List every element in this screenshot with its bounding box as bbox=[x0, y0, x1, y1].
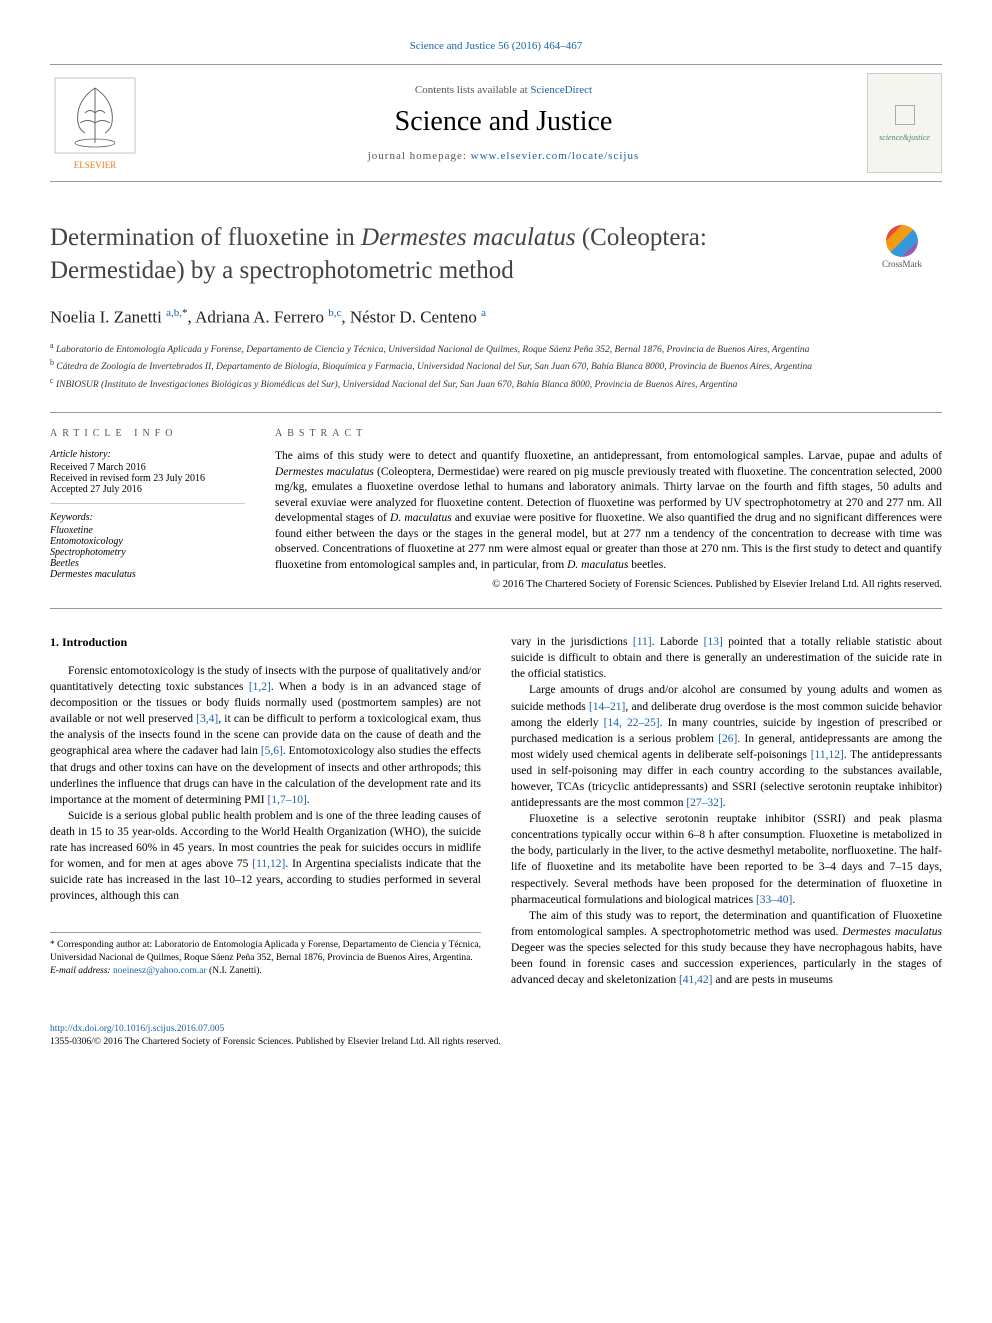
sciencedirect-link[interactable]: ScienceDirect bbox=[530, 84, 592, 96]
citation-link[interactable]: [33–40] bbox=[756, 894, 792, 906]
doi-link[interactable]: http://dx.doi.org/10.1016/j.scijus.2016.… bbox=[50, 1024, 224, 1034]
author-affil-link[interactable]: a,b, bbox=[166, 307, 182, 319]
article-info-block: article info Article history: Received 7… bbox=[50, 428, 245, 590]
paragraph: Suicide is a serious global public healt… bbox=[50, 808, 481, 905]
citation-link[interactable]: [5,6] bbox=[261, 745, 283, 757]
affiliations: a Laboratorio de Entomología Aplicada y … bbox=[50, 340, 942, 392]
abstract-heading: abstract bbox=[275, 428, 942, 439]
divider bbox=[50, 412, 942, 413]
citation-link[interactable]: [13] bbox=[704, 636, 723, 648]
keyword: Dermestes maculatus bbox=[50, 569, 245, 580]
abstract-copyright: © 2016 The Chartered Society of Forensic… bbox=[275, 579, 942, 590]
authors-list: Noelia I. Zanetti a,b,*, Adriana A. Ferr… bbox=[50, 307, 942, 328]
email-link[interactable]: noeinesz@yahoo.com.ar bbox=[113, 966, 207, 976]
citation-link[interactable]: [27–32] bbox=[686, 797, 722, 809]
crossmark-badge[interactable]: CrossMark bbox=[862, 222, 942, 272]
citation-link[interactable]: [1,7–10] bbox=[268, 794, 307, 806]
abstract-block: abstract The aims of this study were to … bbox=[275, 428, 942, 590]
homepage-link[interactable]: www.elsevier.com/locate/scijus bbox=[471, 150, 640, 162]
article-info-heading: article info bbox=[50, 428, 245, 439]
journal-name: Science and Justice bbox=[155, 106, 852, 138]
paragraph: Forensic entomotoxicology is the study o… bbox=[50, 663, 481, 808]
article-title: Determination of fluoxetine in Dermestes… bbox=[50, 222, 842, 287]
page-footer: http://dx.doi.org/10.1016/j.scijus.2016.… bbox=[50, 1023, 942, 1049]
elsevier-logo: ELSEVIER bbox=[50, 73, 140, 173]
citation-link[interactable]: [41,42] bbox=[679, 974, 713, 986]
revised-date: Received in revised form 23 July 2016 bbox=[50, 473, 245, 484]
citation-link[interactable]: [3,4] bbox=[196, 713, 218, 725]
citation-link[interactable]: [14, 22–25] bbox=[604, 717, 660, 729]
top-citation-link[interactable]: Science and Justice 56 (2016) 464–467 bbox=[50, 40, 942, 52]
abstract-text: The aims of this study were to detect an… bbox=[275, 449, 942, 573]
top-journal: Science and Justice bbox=[410, 40, 496, 52]
keywords-label: Keywords: bbox=[50, 512, 245, 523]
received-date: Received 7 March 2016 bbox=[50, 462, 245, 473]
top-citation: 56 (2016) 464–467 bbox=[498, 40, 582, 52]
citation-link[interactable]: [1,2] bbox=[249, 681, 271, 693]
author-affil-link[interactable]: a bbox=[481, 307, 486, 319]
citation-link[interactable]: [11,12] bbox=[811, 749, 844, 761]
corresponding-author-footnote: * Corresponding author at: Laboratorio d… bbox=[50, 932, 481, 977]
keyword: Fluoxetine bbox=[50, 525, 245, 536]
issn-copyright: 1355-0306/© 2016 The Chartered Society o… bbox=[50, 1036, 942, 1049]
body-column-right: vary in the jurisdictions [11]. Laborde … bbox=[511, 634, 942, 988]
paragraph: Large amounts of drugs and/or alcohol ar… bbox=[511, 682, 942, 811]
author-affil-link[interactable]: b,c bbox=[328, 307, 341, 319]
accepted-date: Accepted 27 July 2016 bbox=[50, 484, 245, 495]
keyword: Beetles bbox=[50, 558, 245, 569]
body-column-left: 1. Introduction Forensic entomotoxicolog… bbox=[50, 634, 481, 988]
citation-link[interactable]: [11] bbox=[633, 636, 652, 648]
contents-available: Contents lists available at ScienceDirec… bbox=[155, 84, 852, 96]
svg-text:ELSEVIER: ELSEVIER bbox=[74, 160, 117, 170]
keyword: Spectrophotometry bbox=[50, 547, 245, 558]
elsevier-tree-icon: ELSEVIER bbox=[50, 73, 140, 173]
journal-homepage: journal homepage: www.elsevier.com/locat… bbox=[155, 150, 852, 162]
citation-link[interactable]: [14–21] bbox=[589, 701, 625, 713]
paragraph: The aim of this study was to report, the… bbox=[511, 908, 942, 988]
paragraph: Fluoxetine is a selective serotonin reup… bbox=[511, 811, 942, 908]
history-label: Article history: bbox=[50, 449, 245, 460]
citation-link[interactable]: [11,12] bbox=[252, 858, 285, 870]
journal-header: ELSEVIER Contents lists available at Sci… bbox=[50, 64, 942, 182]
divider bbox=[50, 608, 942, 609]
journal-cover-thumbnail: science&justice bbox=[867, 73, 942, 173]
paragraph: vary in the jurisdictions [11]. Laborde … bbox=[511, 634, 942, 682]
keyword: Entomotoxicology bbox=[50, 536, 245, 547]
crossmark-icon bbox=[886, 225, 918, 257]
section-heading: 1. Introduction bbox=[50, 634, 481, 651]
citation-link[interactable]: [26] bbox=[718, 733, 737, 745]
